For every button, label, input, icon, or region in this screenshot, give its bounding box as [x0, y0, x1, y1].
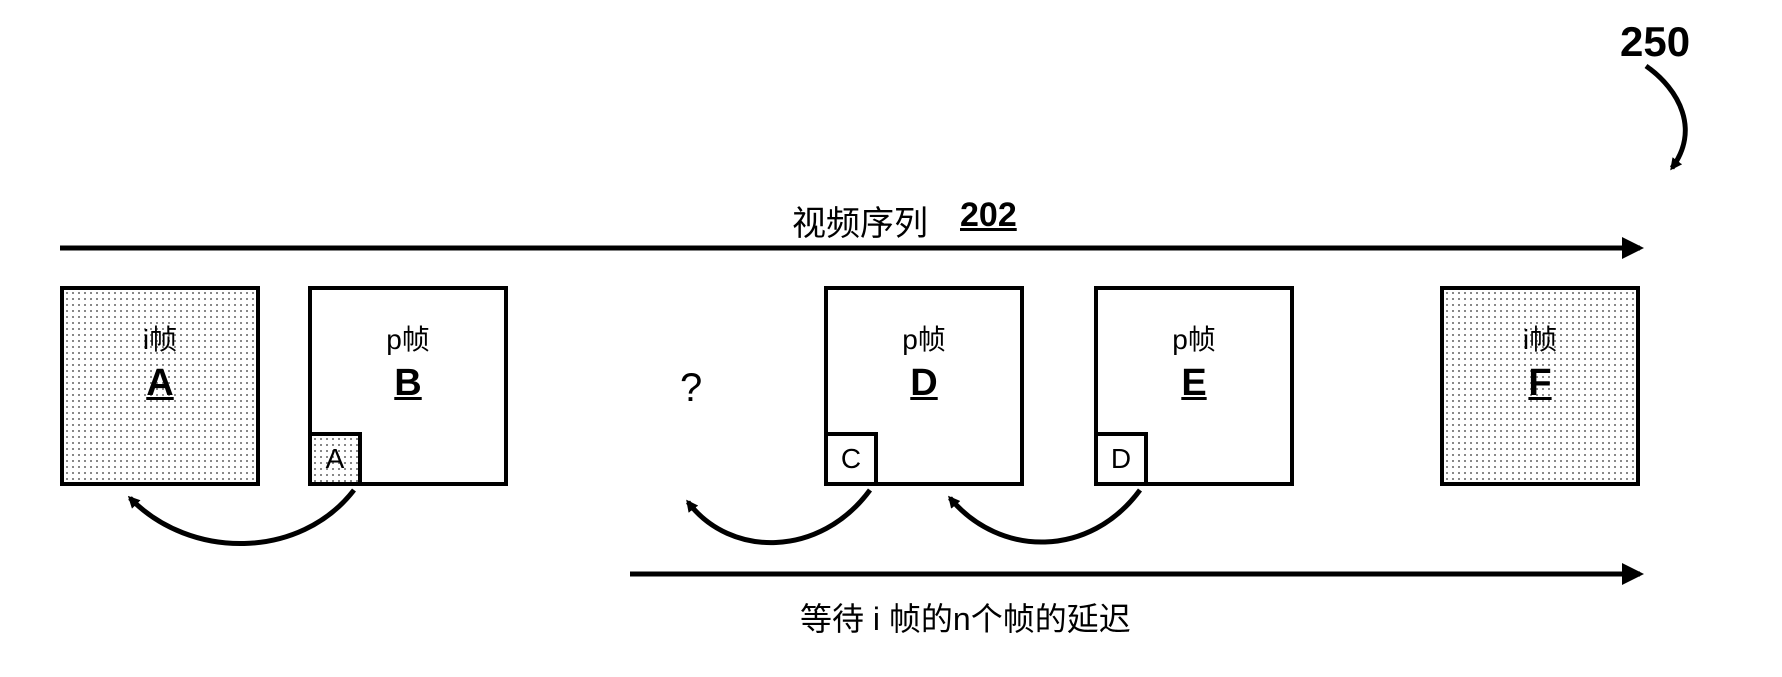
- frame-b-ref-letter: A: [326, 445, 345, 473]
- frame-e-ref-box: D: [1094, 432, 1148, 486]
- frame-d-ref-box: C: [824, 432, 878, 486]
- callout-curve: [1646, 66, 1685, 168]
- delay-caption: 等待 i 帧的n个帧的延迟: [800, 594, 1131, 640]
- frame-f-letter: F: [1444, 362, 1636, 405]
- frame-f-type-label: i帧: [1444, 318, 1636, 358]
- frame-d-ref-letter: C: [841, 445, 861, 473]
- frame-e-ref-letter: D: [1111, 445, 1131, 473]
- sequence-title-text: 视频序列: [792, 196, 928, 245]
- frame-e-type-label: p帧: [1098, 318, 1290, 358]
- dep-arrow-d-to-c: [688, 490, 870, 543]
- frame-d-letter: D: [828, 362, 1020, 405]
- dep-arrow-b-to-a: [130, 490, 354, 544]
- frame-a-letter: A: [64, 362, 256, 405]
- frame-b-type-label: p帧: [312, 318, 504, 358]
- frame-d-type-label: p帧: [828, 318, 1020, 358]
- frame-d: p帧 D C: [824, 286, 1024, 486]
- frame-e-letter: E: [1098, 362, 1290, 405]
- frame-e: p帧 E D: [1094, 286, 1294, 486]
- figure-canvas: 250 视频序列 202 ? 等待 i 帧的n个帧的延迟 i帧 A p帧 B A…: [0, 0, 1782, 677]
- frame-a: i帧 A: [60, 286, 260, 486]
- missing-frame-question-mark: ?: [680, 366, 702, 411]
- dep-arrow-e-to-d: [950, 490, 1140, 542]
- frame-f: i帧 F: [1440, 286, 1640, 486]
- sequence-title-number: 202: [960, 196, 1017, 235]
- figure-reference-number: 250: [1620, 18, 1690, 66]
- frame-a-type-label: i帧: [64, 318, 256, 358]
- frame-b-letter: B: [312, 362, 504, 405]
- frame-b: p帧 B A: [308, 286, 508, 486]
- frame-b-ref-box: A: [308, 432, 362, 486]
